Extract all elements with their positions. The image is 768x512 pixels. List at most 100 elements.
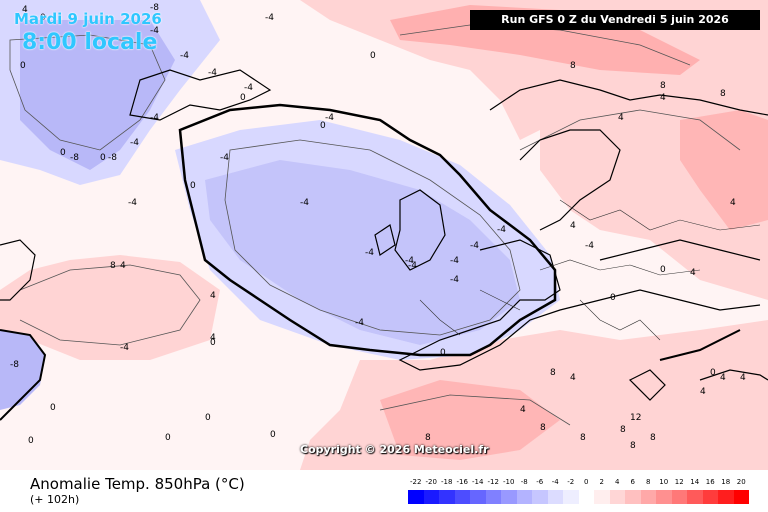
hot-region-east bbox=[680, 110, 768, 230]
scale-swatch bbox=[563, 490, 579, 504]
contour-label: -4 bbox=[585, 241, 594, 251]
contour-label: 0 bbox=[440, 348, 446, 358]
scale-swatch bbox=[439, 490, 455, 504]
contour-label: 0 bbox=[660, 265, 666, 275]
contour-label: 4 bbox=[700, 387, 706, 397]
scale-tick: 16 bbox=[705, 478, 715, 486]
scale-tick: -14 bbox=[472, 478, 484, 486]
contour-label: 8 bbox=[425, 433, 431, 443]
scale-tick: -22 bbox=[410, 478, 422, 486]
contour-label: 4 bbox=[690, 268, 696, 278]
scale-swatch bbox=[625, 490, 641, 504]
scale-swatch bbox=[640, 490, 656, 504]
contour-label: -4 bbox=[355, 318, 364, 328]
scale-tick: -2 bbox=[567, 478, 575, 486]
scale-tick: 4 bbox=[615, 478, 620, 486]
contour-label: 8 bbox=[660, 81, 666, 91]
scale-swatch bbox=[516, 490, 532, 504]
contour-label: 0 bbox=[20, 61, 26, 71]
contour-label: 4 bbox=[730, 198, 736, 208]
contour-label: 8 bbox=[580, 433, 586, 443]
contour-label: -4 bbox=[244, 83, 253, 93]
contour-label: -4 bbox=[497, 225, 506, 235]
contour-label: 0 bbox=[40, 13, 46, 23]
hot-region-north bbox=[390, 5, 700, 75]
contour-line bbox=[399, 24, 691, 66]
scale-tick: 14 bbox=[690, 478, 700, 486]
cold-region-greenland-core bbox=[20, 20, 175, 170]
parameter-title: Anomalie Temp. 850hPa (°C) bbox=[30, 475, 245, 493]
scale-swatch bbox=[485, 490, 501, 504]
contour-label: -8 bbox=[10, 360, 19, 370]
lead-time: (+ 102h) bbox=[30, 493, 80, 506]
contour-label: -4 bbox=[180, 51, 189, 61]
scale-swatch bbox=[609, 490, 625, 504]
contour-label: -4 bbox=[208, 68, 217, 78]
cold-region-europe-core bbox=[205, 160, 520, 345]
scale-swatch bbox=[408, 490, 424, 504]
contour-label: 4 bbox=[720, 373, 726, 383]
contour-label: -4 bbox=[408, 261, 417, 271]
coastlines bbox=[0, 69, 768, 401]
scale-tick: -8 bbox=[520, 478, 528, 486]
contour-label: 0 bbox=[205, 413, 211, 423]
contour-label: 0 bbox=[270, 430, 276, 440]
scale-swatch bbox=[423, 490, 439, 504]
scale-swatch bbox=[733, 490, 749, 504]
contour-label: -4 bbox=[120, 343, 129, 353]
contour-label: 0 bbox=[190, 181, 196, 191]
anomaly-map: -4-4-4-4-4-4-4-4-4-4-4-4-4-4 -4-4-4-4-4-4… bbox=[0, 0, 768, 470]
contour-line bbox=[9, 34, 166, 151]
scale-swatch bbox=[501, 490, 517, 504]
contour-label: 0 bbox=[710, 368, 716, 378]
scale-tick: 2 bbox=[599, 478, 604, 486]
contour-label: 4 bbox=[520, 405, 526, 415]
contour-label: 8 bbox=[540, 423, 546, 433]
zero-contour-west bbox=[0, 329, 47, 421]
contour-label: -4 bbox=[300, 198, 309, 208]
contour-label: -4 bbox=[470, 241, 479, 251]
scale-tick: -20 bbox=[425, 478, 437, 486]
contour-line bbox=[519, 109, 741, 151]
contour-label: 0 bbox=[370, 51, 376, 61]
contour-labels: -4-4-4-4-4-4-4-4-4-4-4-4-4-4 -4-4-4-4-4-4… bbox=[10, 3, 746, 451]
contour-label: 8 bbox=[550, 368, 556, 378]
contour-label: 0 bbox=[60, 148, 66, 158]
contour-label: 0 bbox=[320, 121, 326, 131]
zero-contour-south bbox=[659, 329, 741, 361]
contour-label: 0 bbox=[100, 153, 106, 163]
contour-label: 4 bbox=[660, 93, 666, 103]
contour-label: 4 bbox=[618, 113, 624, 123]
contour-label: 8 bbox=[720, 89, 726, 99]
scale-swatch bbox=[547, 490, 563, 504]
contour-label: 4 bbox=[210, 291, 216, 301]
scale-tick: 18 bbox=[721, 478, 731, 486]
contour-label: -4 bbox=[150, 113, 159, 123]
contour-label: 0 bbox=[28, 436, 34, 446]
scale-swatch bbox=[687, 490, 703, 504]
contour-label: 0 bbox=[210, 338, 216, 348]
contour-label: 4 bbox=[22, 5, 28, 15]
contour-label: -4 bbox=[130, 138, 139, 148]
contour-label: -4 bbox=[405, 256, 414, 266]
contour-label: -4 bbox=[450, 256, 459, 266]
scale-tick: 0 bbox=[584, 478, 589, 486]
scale-swatch bbox=[578, 490, 594, 504]
copyright: Copyright © 2026 Meteociel.fr bbox=[300, 443, 489, 456]
scale-tick: 12 bbox=[674, 478, 684, 486]
scale-tick: -6 bbox=[536, 478, 544, 486]
scale-tick: 8 bbox=[646, 478, 651, 486]
contour-label: 0 bbox=[610, 293, 616, 303]
contour-label: 0 bbox=[50, 403, 56, 413]
zero-contour-europe bbox=[178, 103, 557, 357]
scale-swatch bbox=[718, 490, 734, 504]
contour-label: 0 bbox=[240, 93, 246, 103]
valid-date: Mardi 9 juin 2026 bbox=[14, 10, 162, 28]
scale-tick: -4 bbox=[551, 478, 559, 486]
valid-time: 8:00 locale bbox=[22, 30, 158, 55]
contour-label: -4 bbox=[128, 198, 137, 208]
contour-label: -4 bbox=[265, 13, 274, 23]
contour-label: 8 bbox=[570, 61, 576, 71]
contour-label: 4 bbox=[210, 333, 216, 343]
